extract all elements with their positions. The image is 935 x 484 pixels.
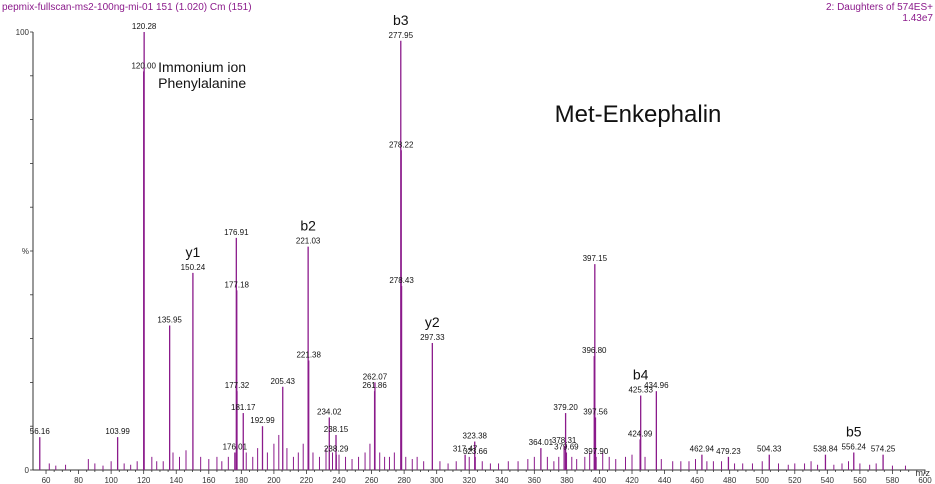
peak-label: 238.29 [324, 445, 349, 454]
peak-label: 103.99 [105, 427, 130, 436]
peak-label: 538.84 [813, 445, 838, 454]
y-tick-label: 100 [16, 28, 30, 37]
peak-label: 135.95 [157, 315, 182, 324]
x-tick-label: 80 [74, 476, 83, 484]
peak-label: 205.43 [271, 377, 296, 386]
x-tick-label: 320 [463, 476, 477, 484]
peak-label: 278.22 [389, 140, 414, 149]
x-tick-label: 280 [397, 476, 411, 484]
peak-label: 425.33 [628, 386, 653, 395]
minor-peaks-group [48, 434, 906, 470]
x-tick-label: 460 [690, 476, 704, 484]
peak-label: 277.95 [389, 31, 414, 40]
x-tick-label: 340 [495, 476, 509, 484]
x-tick-label: 200 [267, 476, 281, 484]
peak-label: 176.01 [223, 442, 248, 451]
peak-label: 397.15 [583, 254, 608, 263]
x-tick-label: 120 [137, 476, 151, 484]
peak-label: 181.17 [231, 403, 256, 412]
fragment-annotation: Phenylalanine [158, 75, 246, 91]
x-tick-label: 140 [170, 476, 184, 484]
x-tick-label: 480 [723, 476, 737, 484]
chart-title: Met-Enkephalin [555, 101, 722, 128]
peak-label: 323.38 [463, 432, 488, 441]
peak-label: 238.15 [324, 425, 349, 434]
peak-label: 120.00 [131, 61, 156, 70]
x-axis-label: m/z [916, 468, 931, 478]
peak-label: 504.33 [757, 445, 782, 454]
x-tick-label: 400 [593, 476, 607, 484]
fragment-annotation: y1 [186, 244, 201, 260]
x-tick-label: 300 [430, 476, 444, 484]
header-right-line2: 1.43e7 [902, 13, 933, 24]
fragment-annotation: Immonium ion [158, 59, 246, 75]
x-tick-label: 520 [788, 476, 802, 484]
y-tick-label: 0 [25, 466, 30, 475]
peak-label: 221.03 [296, 237, 321, 246]
x-tick-label: 240 [332, 476, 346, 484]
peak-label: 574.25 [871, 445, 896, 454]
peak-label: 176.91 [224, 228, 249, 237]
x-tick-label: 360 [528, 476, 542, 484]
peak-label: 120.28 [132, 22, 157, 31]
peak-label: 278.43 [389, 276, 414, 285]
peak-label: 397.56 [583, 407, 608, 416]
peak-label: 234.02 [317, 407, 342, 416]
peak-label: 378.31 [552, 436, 577, 445]
peak-label: 56.16 [30, 427, 51, 436]
peaks-group [39, 32, 884, 470]
x-tick-label: 160 [202, 476, 216, 484]
fragment-annotation: b4 [633, 367, 649, 383]
fragment-annotation: y2 [425, 314, 440, 330]
fragment-annotation: b5 [846, 423, 862, 439]
peak-label: 177.32 [225, 381, 250, 390]
x-tick-label: 420 [625, 476, 639, 484]
peak-label: 297.33 [420, 333, 445, 342]
x-tick-label: 560 [853, 476, 867, 484]
peak-label: 262.07 [363, 372, 388, 381]
peak-label: 479.23 [716, 447, 741, 456]
header-right-line1: 2: Daughters of 574ES+ [825, 2, 933, 13]
peak-label: 192.99 [250, 416, 275, 425]
x-tick-label: 580 [886, 476, 900, 484]
x-tick-label: 500 [756, 476, 770, 484]
fragment-annotation: b3 [393, 12, 409, 28]
x-tick-label: 180 [235, 476, 249, 484]
x-tick-label: 600 [918, 476, 932, 484]
x-tick-label: 540 [821, 476, 835, 484]
peak-label: 261.86 [362, 381, 387, 390]
peak-label: 397.90 [584, 447, 609, 456]
fragment-annotation: b2 [300, 218, 316, 234]
peak-labels-group: 56.16 103.99 120.00 120.28 135.95 150.24 176.0… [30, 22, 896, 456]
peak-label: 379.69 [554, 442, 579, 451]
peak-label: 462.94 [690, 445, 715, 454]
y-tick-label: % [22, 247, 29, 256]
header-left-text: pepmix-fullscan-ms2-100ng-mi-01 151 (1.0… [2, 2, 252, 13]
peak-label: 317.47 [453, 445, 478, 454]
peak-label: 323.66 [463, 447, 488, 456]
peak-label: 434.96 [644, 381, 669, 390]
peak-label: 221.38 [296, 351, 321, 360]
x-tick-label: 260 [365, 476, 379, 484]
x-tick-label: 220 [300, 476, 314, 484]
x-tick-label: 60 [42, 476, 51, 484]
peak-label: 379.20 [553, 403, 578, 412]
peak-label: 177.18 [225, 280, 250, 289]
peak-label: 150.24 [181, 263, 206, 272]
peak-label: 556.24 [842, 442, 867, 451]
x-tick-label: 440 [658, 476, 672, 484]
peak-label: 364.01 [529, 438, 554, 447]
x-tick-label: 100 [104, 476, 118, 484]
peak-label: 424.99 [628, 429, 653, 438]
x-tick-label: 380 [560, 476, 574, 484]
chart-axes: 0% 100 60 80 100 120 140 160 180 200 220 240 260 280 3… [16, 28, 933, 484]
peak-label: 396.80 [582, 346, 607, 355]
